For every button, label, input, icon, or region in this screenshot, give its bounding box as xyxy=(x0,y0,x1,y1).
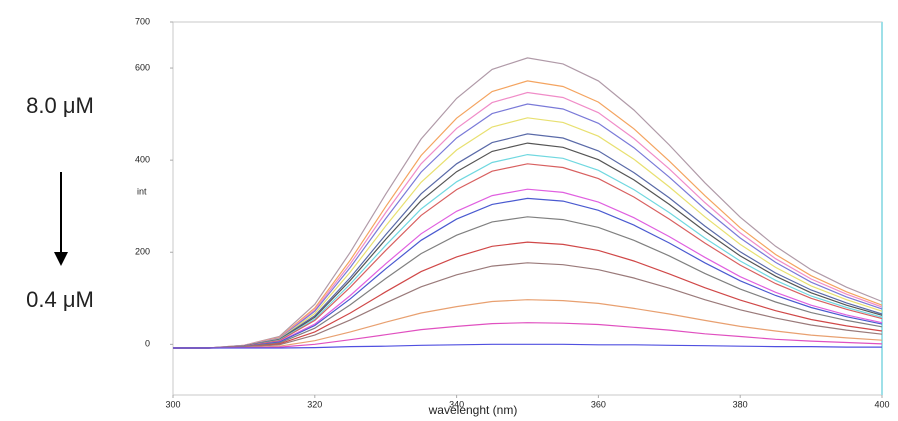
spectrum-line xyxy=(173,241,883,349)
spectrum-line xyxy=(173,343,882,349)
spectrum-line xyxy=(173,133,883,349)
x-axis-label: wavelenght (nm) xyxy=(428,403,518,417)
y-axis-label: int xyxy=(137,186,147,196)
spectrum-line xyxy=(173,163,883,349)
y-tick-label: 600 xyxy=(135,62,150,72)
arrow-head xyxy=(54,252,68,266)
y-tick-label: 700 xyxy=(135,16,150,26)
spectrum-line xyxy=(173,91,883,349)
x-tick-label: 300 xyxy=(165,399,180,409)
spectrum-line xyxy=(173,262,883,349)
spectrum-line xyxy=(173,153,883,349)
annotation-bottom: 0.4 μM xyxy=(26,287,94,312)
y-tick-label: 0 xyxy=(145,339,150,349)
x-tick-label: 320 xyxy=(307,399,322,409)
y-tick-label: 400 xyxy=(135,155,150,165)
spectrum-line xyxy=(173,142,883,349)
x-tick-label: 360 xyxy=(591,399,606,409)
spectrum-line xyxy=(173,57,883,349)
spectrum-line xyxy=(173,103,883,349)
spectrum-line xyxy=(173,197,883,349)
spectrum-line xyxy=(173,117,883,349)
spectrum-line xyxy=(173,216,883,349)
spectrum-line xyxy=(173,80,883,349)
annotation-top: 8.0 μM xyxy=(26,93,94,118)
spectrum-line xyxy=(173,188,883,349)
y-tick-label: 200 xyxy=(135,247,150,257)
x-tick-label: 380 xyxy=(733,399,748,409)
x-tick-label: 340 xyxy=(449,399,464,409)
x-tick-label: 400 xyxy=(874,399,889,409)
spectrum-line xyxy=(173,322,883,349)
spectrum-line xyxy=(173,299,883,349)
